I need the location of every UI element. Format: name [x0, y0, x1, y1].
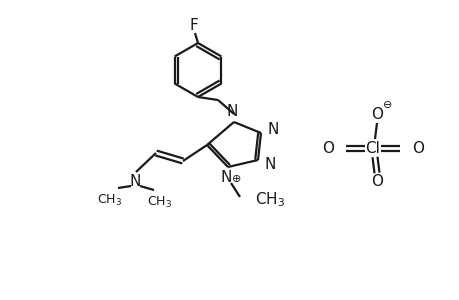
Text: $\oplus$: $\oplus$ — [230, 172, 241, 184]
Text: $\ominus$: $\ominus$ — [381, 98, 392, 110]
Text: N: N — [220, 170, 231, 185]
Text: N: N — [264, 157, 275, 172]
Text: O: O — [370, 175, 382, 190]
Text: F: F — [189, 17, 198, 32]
Text: CH$_3$: CH$_3$ — [254, 191, 285, 209]
Text: O: O — [370, 106, 382, 122]
Text: Cl: Cl — [365, 140, 380, 155]
Text: O: O — [411, 140, 423, 155]
Text: O: O — [321, 140, 333, 155]
Text: N: N — [129, 173, 140, 188]
Text: N: N — [267, 122, 278, 136]
Text: CH$_3$: CH$_3$ — [97, 193, 122, 208]
Text: CH$_3$: CH$_3$ — [147, 194, 172, 209]
Text: N: N — [226, 103, 237, 118]
